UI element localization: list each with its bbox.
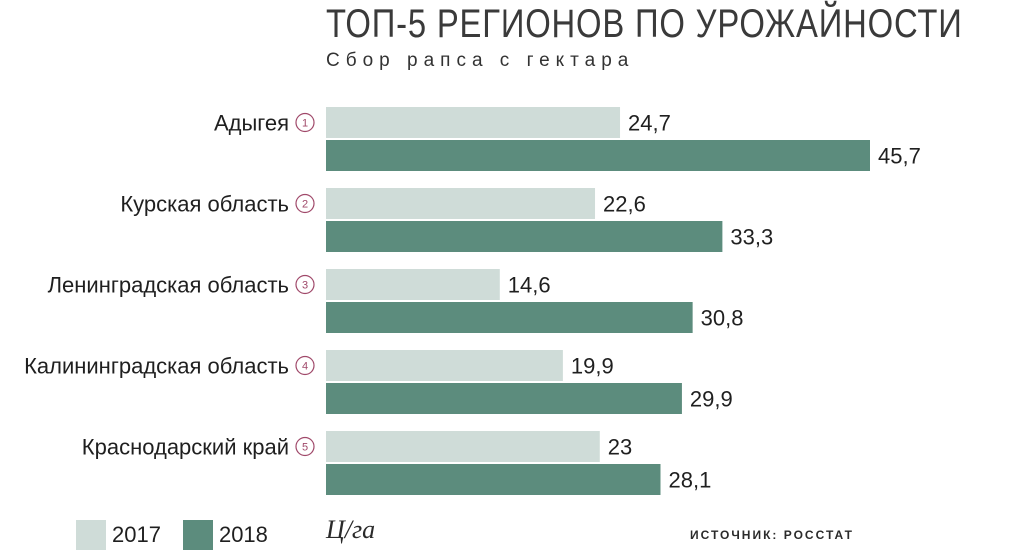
bar-chart: 24,7 45,7 Адыгея 1 22,6 33,3 Курская область 2 1… [24, 107, 921, 495]
bar-2018-row-5 [326, 464, 661, 495]
rank-number-row-5: 5 [302, 442, 308, 454]
value-label-2017-row-4: 19,9 [571, 354, 614, 379]
category-label-row-1: Адыгея [214, 111, 289, 136]
value-label-2018-row-3: 30,8 [701, 306, 744, 331]
bar-2017-row-3 [326, 269, 500, 300]
category-label-row-2: Курская область [120, 192, 289, 217]
rank-circle-row-4 [295, 355, 315, 376]
chart-subtitle: Сбор рапса с гектара [326, 50, 635, 71]
legend-swatch-2017 [76, 520, 106, 550]
rank-number-row-4: 4 [302, 361, 308, 373]
rank-circle-row-5 [295, 436, 315, 457]
rank-number-row-2: 2 [302, 199, 308, 211]
rank-number-row-1: 1 [302, 118, 308, 130]
rank-circle-row-1 [295, 112, 315, 133]
rank-number-row-3: 3 [302, 280, 308, 292]
value-label-2017-row-1: 24,7 [628, 111, 671, 136]
category-label-row-3: Ленинградская область [48, 273, 289, 298]
bar-2018-row-2 [326, 221, 723, 252]
bar-2017-row-2 [326, 188, 596, 219]
bar-2018-row-1 [326, 140, 870, 171]
chart-title: ТОП-5 РЕГИОНОВ ПО УРОЖАЙНОСТИ [326, 2, 963, 46]
bar-2018-row-4 [326, 383, 682, 414]
legend-swatch-2018 [182, 520, 213, 550]
value-label-2017-row-2: 22,6 [603, 192, 646, 217]
bar-2018-row-3 [326, 302, 693, 333]
rank-circle-row-2 [295, 193, 315, 214]
legend-item-2018: 2018 [182, 520, 268, 550]
category-label-row-5: Краснодарский край [82, 435, 289, 460]
value-label-2017-row-3: 14,6 [508, 273, 551, 298]
rank-circle-row-3 [295, 274, 315, 295]
legend-label-2017: 2017 [112, 522, 161, 547]
source-note: ИСТОЧНИК: РОССТАТ [690, 528, 854, 542]
bar-2017-row-5 [326, 431, 600, 462]
value-label-2018-row-2: 33,3 [730, 225, 773, 250]
value-label-2018-row-1: 45,7 [878, 144, 921, 169]
value-label-2018-row-4: 29,9 [690, 387, 733, 412]
legend: 2017 2018 [76, 520, 290, 550]
value-label-2018-row-5: 28,1 [668, 468, 711, 493]
value-label-2017-row-5: 23 [608, 435, 632, 460]
bar-2017-row-1 [326, 107, 621, 138]
legend-label-2018: 2018 [218, 522, 268, 547]
category-label-row-4: Калининградская область [24, 354, 289, 379]
unit-label: Ц/га [326, 515, 376, 544]
legend-item-2017: 2017 [76, 520, 161, 550]
bar-2017-row-4 [326, 350, 563, 381]
